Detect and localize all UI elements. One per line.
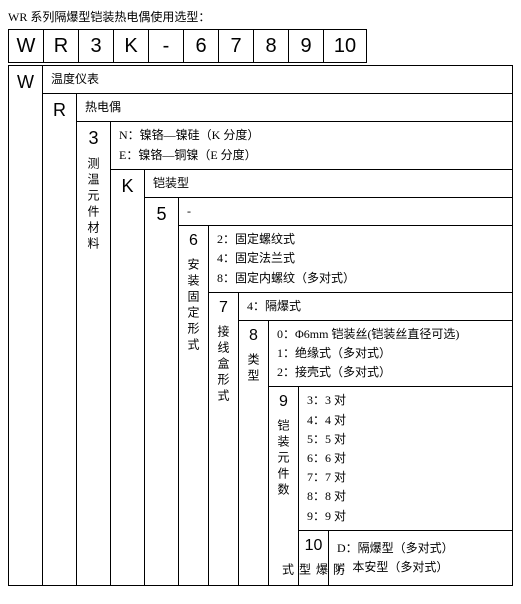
line: 2：固定螺纹式 bbox=[217, 230, 504, 249]
col-3: 3 测温元件材料 bbox=[77, 122, 111, 584]
code-cell: 10 bbox=[323, 29, 367, 63]
head-10: 10 bbox=[299, 531, 328, 557]
code-cell: W bbox=[8, 29, 43, 63]
head-W: W bbox=[9, 66, 42, 95]
col-7: 7 接线盒形式 bbox=[209, 293, 239, 585]
line: 4：4 对 bbox=[307, 411, 504, 430]
col-K: K bbox=[111, 170, 145, 585]
line: D：隔爆型（多对式） bbox=[337, 539, 504, 558]
head-3: 3 bbox=[77, 122, 110, 151]
desc-R: 热电偶 bbox=[77, 94, 512, 122]
col-10: 10 防爆型式 bbox=[299, 531, 329, 585]
head-9: 9 bbox=[269, 387, 298, 413]
code-cell: 8 bbox=[253, 29, 288, 63]
page-title: WR 系列隔爆型铠装热电偶使用选型： bbox=[8, 8, 513, 25]
line: 0：Φ6mm 铠装丝(铠装丝直径可选) bbox=[277, 325, 504, 344]
selection-tree: W 温度仪表 R 热电偶 3 测温元件材料 N：镍铬—镍硅（K 分度） E：镍铬… bbox=[8, 65, 513, 586]
head-K: K bbox=[111, 170, 144, 199]
label-3: 测温元件材料 bbox=[85, 151, 102, 584]
code-cell: - bbox=[148, 29, 183, 63]
line: 3：3 对 bbox=[307, 391, 504, 410]
line: 4：隔爆式 bbox=[247, 297, 504, 316]
line: i：本安型（多对式） bbox=[337, 558, 504, 577]
desc-7: 4：隔爆式 bbox=[239, 293, 512, 321]
line: 9：9 对 bbox=[307, 507, 504, 526]
head-7: 7 bbox=[209, 293, 238, 319]
code-row: W R 3 K - 6 7 8 9 10 bbox=[8, 29, 513, 63]
desc-10: D：隔爆型（多对式） i：本安型（多对式） bbox=[329, 531, 512, 585]
line: 8：固定内螺纹（多对式） bbox=[217, 269, 504, 288]
desc-9: 3：3 对 4：4 对 5：5 对 6：6 对 7：7 对 bbox=[299, 387, 512, 530]
code-cell: K bbox=[113, 29, 148, 63]
col-R: R bbox=[43, 94, 77, 585]
head-8: 8 bbox=[239, 321, 268, 347]
col-6: 6 安装固定形式 bbox=[179, 226, 209, 585]
desc-8: 0：Φ6mm 铠装丝(铠装丝直径可选) 1：绝缘式（多对式） 2：接壳式（多对式… bbox=[269, 321, 512, 388]
col-9: 9 铠装元件数 bbox=[269, 387, 299, 584]
code-cell: 6 bbox=[183, 29, 218, 63]
label-8: 类型 bbox=[245, 347, 262, 585]
line: 4：固定法兰式 bbox=[217, 249, 504, 268]
line: 8：8 对 bbox=[307, 487, 504, 506]
desc-W: 温度仪表 bbox=[43, 66, 512, 94]
col-5: 5 bbox=[145, 198, 179, 585]
line: N：镍铬—镍硅（K 分度） bbox=[119, 126, 504, 145]
code-cell: 7 bbox=[218, 29, 253, 63]
col-8: 8 类型 bbox=[239, 321, 269, 585]
line: 2：接壳式（多对式） bbox=[277, 363, 504, 382]
code-cell: 9 bbox=[288, 29, 323, 63]
desc-3: N：镍铬—镍硅（K 分度） E：镍铬—铜镍（E 分度） bbox=[111, 122, 512, 169]
code-cell: 3 bbox=[78, 29, 113, 63]
line: 6：6 对 bbox=[307, 449, 504, 468]
line: 7：7 对 bbox=[307, 468, 504, 487]
code-cell: R bbox=[43, 29, 78, 63]
head-6: 6 bbox=[179, 226, 208, 252]
label-7: 接线盒形式 bbox=[215, 319, 232, 585]
line: 1：绝缘式（多对式） bbox=[277, 344, 504, 363]
label-6: 安装固定形式 bbox=[185, 252, 202, 585]
line: E：镍铬—铜镍（E 分度） bbox=[119, 146, 504, 165]
head-R: R bbox=[43, 94, 76, 123]
line: 5：5 对 bbox=[307, 430, 504, 449]
desc-K: 铠装型 bbox=[145, 170, 512, 198]
desc-5: - bbox=[179, 198, 512, 226]
col-W: W bbox=[9, 66, 43, 585]
desc-6: 2：固定螺纹式 4：固定法兰式 8：固定内螺纹（多对式） bbox=[209, 226, 512, 293]
head-5: 5 bbox=[145, 198, 178, 227]
